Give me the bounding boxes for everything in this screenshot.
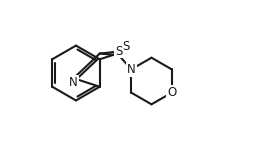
Text: O: O (167, 86, 176, 99)
Text: N: N (127, 63, 136, 76)
Text: S: S (115, 45, 122, 58)
Text: N: N (127, 63, 136, 76)
Text: S: S (122, 40, 129, 53)
Text: N: N (69, 76, 78, 89)
